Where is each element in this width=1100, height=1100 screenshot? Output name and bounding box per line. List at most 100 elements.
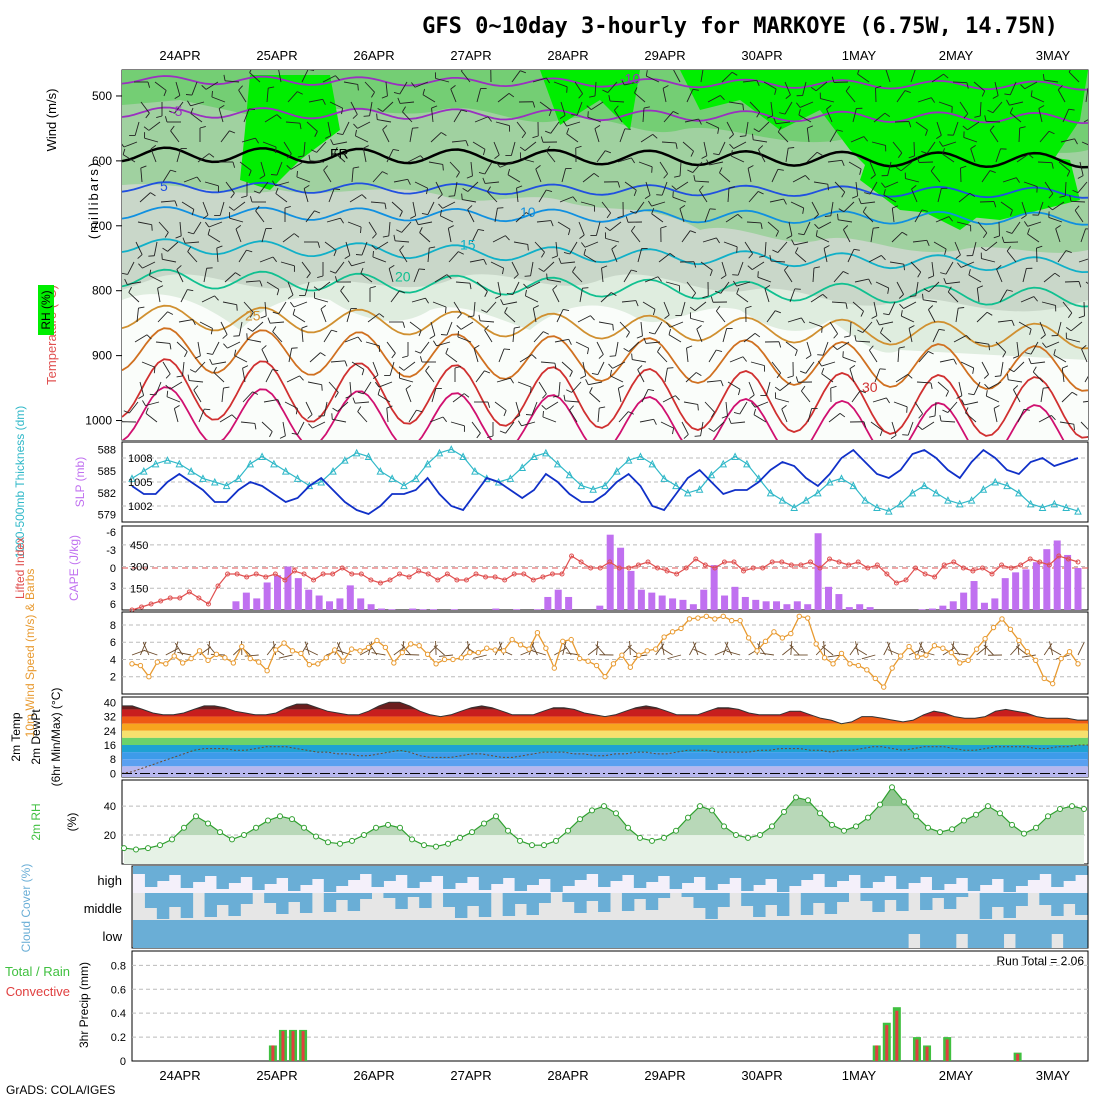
wind-speed-point [830,661,836,667]
upper-wind-barb [821,361,836,367]
thickness-point [341,456,349,464]
lifted-index-point [435,577,441,583]
bottom-date-label: 2MAY [939,1068,974,1083]
wind-speed-point [357,648,363,654]
upper-wind-barb [1017,409,1025,423]
upper-wind-barb [644,276,659,283]
lifted-index-point [225,571,231,577]
upper-wind-barb [692,161,703,173]
low-cloud-bar [788,920,802,948]
pressure-tick-label: 800 [92,284,112,298]
upper-wind-barb-flag [747,265,753,270]
upper-wind-barb-flag [146,334,152,340]
upper-wind-barb [618,411,629,423]
upper-wind-barb-flag [414,350,421,354]
upper-wind-barb [303,188,309,203]
upper-wind-barb-flag [532,135,539,139]
upper-wind-barb-flag [397,97,401,104]
high-cloud-bar [1063,866,1076,881]
rh2m-point [277,813,283,820]
upper-wind-barb-flag [898,346,905,349]
upper-wind-barb-flag [199,125,206,129]
upper-wind-barb-flag [353,123,358,129]
upper-wind-barb-flag [510,377,514,384]
high-cloud-bar [705,866,718,890]
upper-wind-barb-flag [745,305,752,309]
upper-wind-barb-flag [425,297,429,304]
upper-wind-barb [936,121,942,136]
upper-wind-barb [986,395,1000,403]
upper-wind-barb-flag [1055,224,1061,230]
thickness-point [459,452,467,461]
upper-wind-barb [651,201,666,207]
upper-wind-barb [307,381,322,386]
lifted-index-point [788,562,794,568]
wind-barb [494,642,503,656]
upper-wind-barb [242,368,246,383]
upper-wind-barb [351,168,354,183]
upper-wind-barb [266,88,269,103]
upper-wind-barb [1066,338,1081,343]
upper-wind-barb [1044,181,1054,194]
upper-wind-barb-flag [671,185,677,190]
thickness-point [1003,481,1011,490]
low-cloud-bar [538,920,551,948]
mid-cloud-bar [1075,893,1088,915]
mid-cloud-bar [979,893,993,919]
lifted-index-point [932,574,938,580]
upper-wind-barb [185,241,200,244]
upper-wind-barb [672,196,687,203]
upper-wind-barb [818,221,832,229]
upper-wind-barb [632,359,647,363]
upper-wind-barb-flag [921,209,928,212]
upper-wind-barb-flag [983,374,989,379]
rh2m-point [1057,805,1063,812]
upper-wind-barb-flag [320,352,326,357]
upper-wind-barb [661,181,668,196]
high-cloud-bar [717,866,730,884]
low-cloud-bar [443,920,456,948]
top-date-label: 29APR [644,48,685,63]
upper-wind-barb [367,313,380,323]
upper-wind-barb-flag [581,242,586,248]
upper-wind-barb [977,221,988,234]
upper-wind-barb-flag [580,375,586,379]
thickness-point [932,488,940,497]
upper-wind-barb [767,221,779,232]
rh2m-point [865,814,871,821]
upper-wind-barb [892,141,903,154]
upper-wind-barb [723,241,738,248]
low-cloud-bar [848,920,861,948]
upper-wind-barb-flag [1097,400,1099,406]
rh2m-point [1021,830,1027,837]
upper-wind-barb [145,401,160,407]
upper-wind-barb-flag [235,272,241,277]
mid-cloud-bar [538,893,551,903]
upper-wind-barb [239,161,252,171]
cape-bar [773,601,781,610]
thickness-point [222,481,231,490]
rh2m-axis-label: 2m RH [29,803,43,840]
cape-bar [845,607,853,610]
low-cloud-bar [216,920,229,948]
upper-wind-barb [282,233,295,243]
isotherm-line [122,206,1088,226]
isotherm-line [122,358,1088,439]
upper-wind-barb-flag [774,386,781,391]
upper-wind-barb-flag [626,332,630,338]
low-cloud-bar [657,920,671,948]
cape-bar [1064,554,1072,610]
cape-bar [326,601,334,610]
upper-wind-barb [953,121,959,136]
upper-wind-barb [247,338,262,343]
upper-wind-barb [915,281,919,296]
cape-bar [533,609,541,610]
upper-wind-barb-flag [733,280,737,287]
footer-credit: GrADS: COLA/IGES [6,1083,115,1097]
upper-wind-barb [445,353,458,363]
isotherm-line [122,146,1088,169]
upper-wind-barb [180,289,188,303]
wind-speed-point [940,645,946,651]
high-cloud-bar [311,866,325,879]
wind-speed-point [1075,661,1081,667]
